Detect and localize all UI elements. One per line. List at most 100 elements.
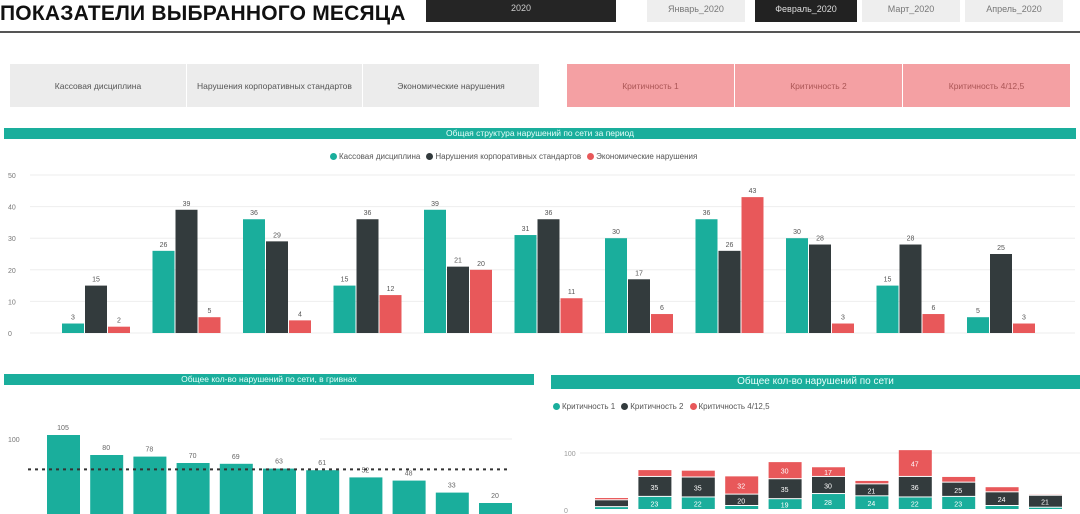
stacked-segment[interactable] (638, 496, 672, 509)
stacked-segment[interactable] (681, 470, 715, 477)
stacked-segment[interactable] (985, 492, 1019, 506)
stacked-segment[interactable] (855, 496, 889, 509)
bar[interactable] (470, 269, 492, 333)
month-slicer-2[interactable]: Март_2020 (862, 0, 960, 22)
stacked-segment[interactable] (681, 477, 715, 497)
stacked-segment[interactable] (638, 470, 672, 476)
stacked-segment[interactable] (595, 507, 628, 509)
stacked-segment[interactable] (768, 479, 802, 499)
legend-dot-icon (621, 403, 629, 411)
bar[interactable] (809, 244, 831, 333)
bar[interactable] (514, 235, 537, 333)
stacked-segment[interactable] (725, 494, 759, 506)
bar[interactable] (266, 241, 288, 333)
filter-category-1[interactable]: Нарушения корпоративных стандартов (187, 64, 363, 107)
stacked-segment[interactable] (638, 476, 672, 496)
stacked-segment[interactable] (985, 487, 1019, 492)
year-slicer-2020[interactable]: 2020 (426, 0, 616, 22)
bar[interactable] (628, 279, 650, 333)
stacked-segment[interactable] (898, 476, 932, 497)
filter-category-2[interactable]: Экономические нарушения (363, 64, 540, 107)
bar[interactable] (605, 238, 627, 333)
bar[interactable] (198, 317, 221, 333)
filter-criticality-1[interactable]: Критичность 2 (735, 64, 903, 107)
bar[interactable] (447, 266, 469, 333)
stacked-segment[interactable] (768, 462, 802, 479)
stacked-segment[interactable] (855, 484, 889, 496)
stacked-segment[interactable] (725, 476, 759, 494)
legend-item[interactable]: Кассовая дисциплина (330, 152, 420, 161)
legend-item[interactable]: Экономические нарушения (587, 152, 697, 161)
bar[interactable] (537, 219, 560, 333)
bar[interactable] (435, 492, 469, 514)
bar[interactable] (990, 254, 1012, 333)
bar[interactable] (349, 477, 383, 514)
stacked-segment[interactable] (595, 500, 628, 507)
legend-dot-icon (330, 153, 337, 161)
data-label: 19 (781, 503, 789, 510)
legend-dot-icon (587, 153, 595, 161)
data-label: 22 (911, 502, 919, 509)
bar[interactable] (176, 463, 210, 514)
legend-item[interactable]: Критичность 2 (621, 402, 684, 411)
bar[interactable] (219, 463, 253, 514)
bar[interactable] (741, 197, 764, 333)
stacked-segment[interactable] (768, 499, 802, 509)
stacked-segment[interactable] (898, 497, 932, 509)
bar[interactable] (651, 314, 673, 333)
bar[interactable] (333, 285, 356, 333)
stacked-segment[interactable] (942, 482, 976, 496)
bar[interactable] (90, 455, 124, 514)
stacked-segment[interactable] (942, 476, 976, 482)
bar[interactable] (876, 285, 899, 333)
bar[interactable] (85, 285, 107, 333)
stacked-segment[interactable] (855, 480, 889, 484)
legend-item[interactable]: Нарушения корпоративных стандартов (426, 152, 581, 161)
month-slicer-1[interactable]: Февраль_2020 (755, 0, 857, 22)
bar[interactable] (356, 219, 379, 333)
filter-criticality-2[interactable]: Критичность 4/12,5 (903, 64, 1071, 107)
bar[interactable] (479, 503, 512, 514)
bar[interactable] (922, 314, 945, 333)
stacked-segment[interactable] (595, 498, 628, 500)
filter-category-0[interactable]: Кассовая дисциплина (10, 64, 187, 107)
stacked-segment[interactable] (812, 494, 845, 509)
bar[interactable] (47, 435, 80, 514)
bar[interactable] (718, 250, 741, 333)
stacked-segment[interactable] (812, 476, 845, 494)
legend-item[interactable]: Критичность 4/12,5 (689, 402, 770, 411)
bar[interactable] (967, 317, 989, 333)
bar[interactable] (263, 468, 296, 514)
bar[interactable] (424, 209, 446, 333)
bar[interactable] (1013, 323, 1035, 333)
bar[interactable] (899, 244, 922, 333)
stacked-segment[interactable] (898, 450, 932, 476)
month-slicer-3[interactable]: Апрель_2020 (965, 0, 1063, 22)
legend-item[interactable]: Критичность 1 (553, 402, 615, 411)
bar[interactable] (695, 219, 718, 333)
bar[interactable] (108, 326, 130, 333)
bar[interactable] (560, 298, 583, 333)
bar[interactable] (152, 250, 175, 333)
data-label: 2 (117, 318, 121, 325)
stacked-segment[interactable] (1029, 507, 1062, 509)
stacked-segment[interactable] (812, 467, 845, 476)
stacked-segment[interactable] (985, 506, 1019, 509)
month-slicer-0[interactable]: Январь_2020 (647, 0, 745, 22)
bar[interactable] (133, 456, 167, 514)
bar[interactable] (243, 219, 265, 333)
stacked-segment[interactable] (725, 506, 759, 509)
bar[interactable] (832, 323, 854, 333)
bar[interactable] (175, 209, 198, 333)
stacked-segment[interactable] (1029, 495, 1062, 507)
bar[interactable] (786, 238, 808, 333)
stacked-segment[interactable] (681, 497, 715, 509)
bar[interactable] (62, 323, 84, 333)
bar[interactable] (306, 470, 340, 514)
filter-criticality-0[interactable]: Критичность 1 (567, 64, 735, 107)
bar[interactable] (289, 320, 311, 333)
bar[interactable] (379, 295, 402, 333)
y-tick-label: 0 (8, 331, 12, 338)
bar[interactable] (392, 480, 426, 514)
stacked-segment[interactable] (942, 496, 976, 509)
